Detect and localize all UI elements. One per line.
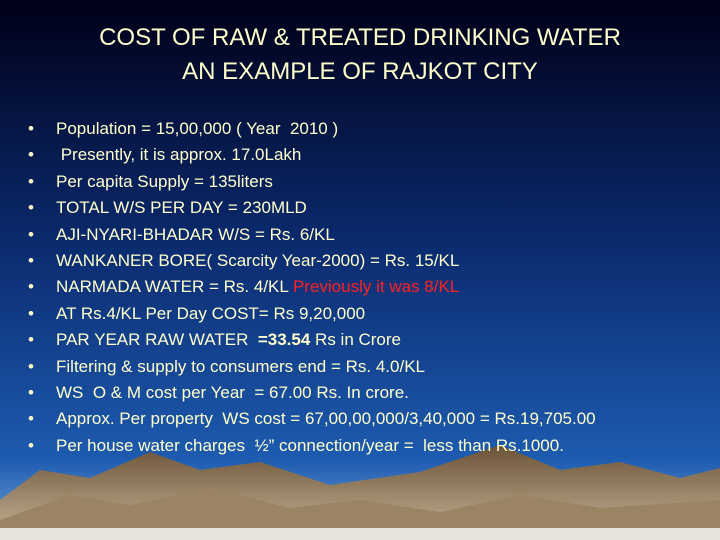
bullet-text: Per capita Supply = 135liters: [56, 171, 273, 191]
bullet: Approx. Per property WS cost = 67,00,00,…: [0, 406, 596, 433]
bullet-list: Population = 15,00,000 ( Year 2010 ) Pre…: [0, 116, 596, 459]
bullet: NARMADA WATER = Rs. 4/KL Previously it w…: [0, 274, 596, 301]
bold-text: =33.54: [257, 330, 311, 350]
bullet-text: AT Rs.4/KL Per Day COST= Rs 9,20,000: [56, 303, 366, 323]
bullet: AJI-NYARI-BHADAR W/S = Rs. 6/KL: [0, 222, 596, 249]
title-line: COST OF RAW & TREATED DRINKING WATER: [99, 24, 621, 51]
bullet-text: AJI-NYARI-BHADAR W/S = Rs. 6/KL: [56, 224, 335, 244]
bullet-text: Population = 15,00,000 ( Year 2010 ): [56, 119, 339, 138]
bullet-text: Filtering & supply to consumers end = Rs…: [56, 356, 425, 376]
bullet-text: NARMADA WATER = Rs. 4/KL: [56, 277, 293, 297]
bullet-text: PAR YEAR RAW WATER: [56, 330, 258, 350]
bullet: TOTAL W/S PER DAY = 230MLD: [0, 195, 596, 222]
highlight-text: Previously it was 8/KL: [292, 277, 460, 297]
bullet: Presently, it is approx. 17.0Lakh: [0, 142, 596, 169]
title-line: AN EXAMPLE OF RAJKOT CITY: [182, 58, 538, 85]
bullet: WS O & M cost per Year = 67.00 Rs. In cr…: [0, 380, 596, 407]
bullet: Filtering & supply to consumers end = Rs…: [0, 354, 596, 381]
bullet: Population = 15,00,000 ( Year 2010 ): [0, 116, 596, 143]
bullet-text: WS O & M cost per Year = 67.00 Rs. In cr…: [56, 382, 409, 402]
bullet-text: TOTAL W/S PER DAY = 230MLD: [56, 198, 307, 218]
bullet: Per house water charges ½” connection/ye…: [0, 433, 596, 460]
bullet-text: WANKANER BORE( Scarcity Year-2000) = Rs.…: [56, 250, 460, 270]
bullet: WANKANER BORE( Scarcity Year-2000) = Rs.…: [0, 248, 596, 275]
bullet: Per capita Supply = 135liters: [0, 169, 596, 196]
bullet-text: Per house water charges ½” connection/ye…: [56, 435, 564, 455]
bullet-text: Approx. Per property WS cost = 67,00,00,…: [56, 409, 596, 429]
bullet-text: Rs in Crore: [310, 330, 401, 350]
bullet: AT Rs.4/KL Per Day COST= Rs 9,20,000: [0, 301, 596, 328]
bullet: PAR YEAR RAW WATER =33.54 Rs in Crore: [0, 327, 596, 354]
bullet-text: Presently, it is approx. 17.0Lakh: [56, 145, 302, 165]
